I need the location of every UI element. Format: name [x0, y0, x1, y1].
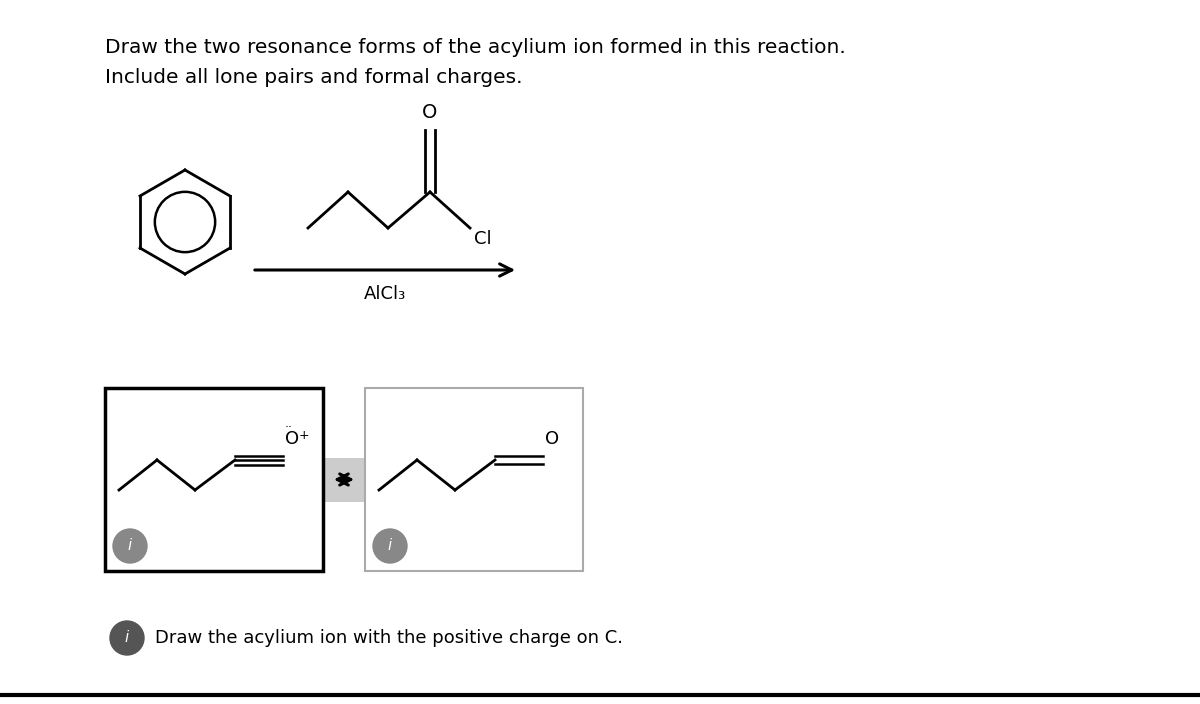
Text: Include all lone pairs and formal charges.: Include all lone pairs and formal charge… — [106, 68, 522, 87]
Text: i: i — [128, 539, 132, 553]
Text: ··: ·· — [286, 421, 293, 434]
Text: Draw the two resonance forms of the acylium ion formed in this reaction.: Draw the two resonance forms of the acyl… — [106, 38, 846, 57]
Bar — [365, 388, 583, 571]
Text: Draw the acylium ion with the positive charge on C.: Draw the acylium ion with the positive c… — [155, 629, 623, 647]
Text: +: + — [299, 429, 310, 442]
Text: AlCl₃: AlCl₃ — [364, 285, 406, 303]
Text: i: i — [388, 539, 392, 553]
Text: O: O — [286, 430, 299, 448]
Text: i: i — [125, 631, 130, 646]
Circle shape — [373, 529, 407, 563]
Circle shape — [110, 621, 144, 655]
Text: Cl: Cl — [474, 230, 492, 248]
Circle shape — [113, 529, 148, 563]
Text: O: O — [422, 103, 438, 122]
Text: O: O — [545, 430, 559, 448]
Bar — [106, 388, 323, 571]
Bar — [323, 458, 365, 501]
